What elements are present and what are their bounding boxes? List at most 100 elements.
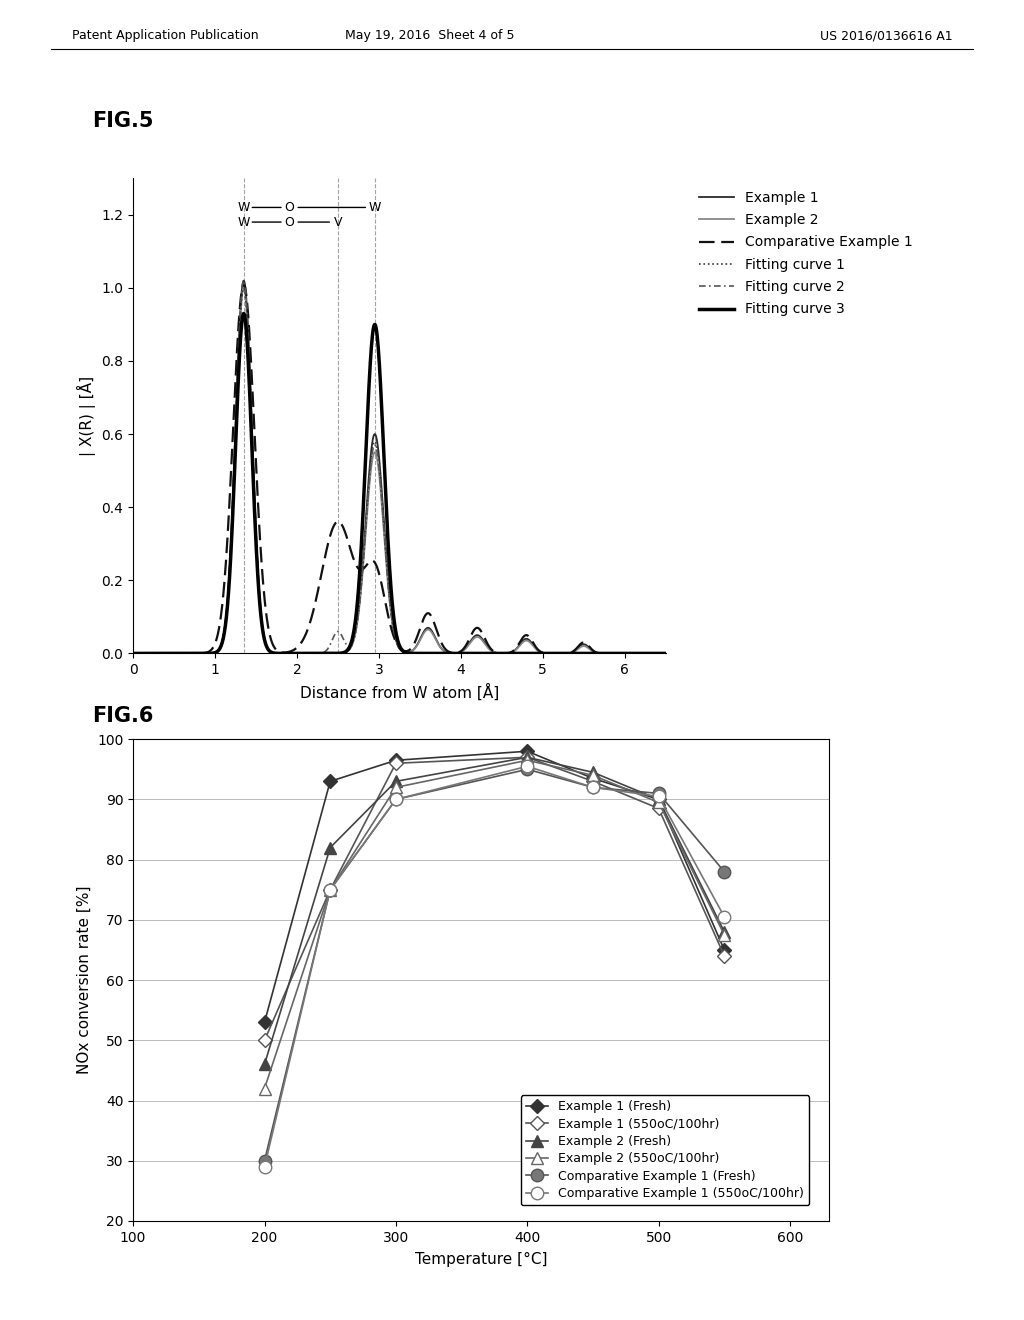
Fitting curve 2 [494,645,506,661]
Comparative Example 1 (550oC/100hr) [587,779,599,795]
Example 2 (Fresh) [390,774,402,789]
Text: FIG.6: FIG.6 [92,706,154,726]
Comparative Example 1 [181,645,194,661]
Line: Example 1: Example 1 [133,281,666,653]
Example 2 [552,645,564,661]
X-axis label: Temperature [°C]: Temperature [°C] [415,1251,548,1267]
Fitting curve 2 [659,645,672,661]
Example 1 (Fresh) [521,743,534,759]
Comparative Example 1 (550oC/100hr) [521,759,534,775]
Line: Example 1 (550oC/100hr): Example 1 (550oC/100hr) [260,752,729,1045]
Example 1 (Fresh) [652,792,665,808]
Line: Comparative Example 1 (550oC/100hr): Comparative Example 1 (550oC/100hr) [258,760,730,1173]
Fitting curve 3 [238,306,250,322]
Fitting curve 2 [343,639,355,655]
Example 1 [362,478,375,494]
Example 1 [343,642,355,657]
Text: V: V [334,215,342,228]
Comparative Example 1 [659,645,672,661]
Legend: Example 1, Example 2, Comparative Example 1, Fitting curve 1, Fitting curve 2, F: Example 1, Example 2, Comparative Exampl… [694,185,919,322]
Comparative Example 1 (550oC/100hr) [652,788,665,804]
Fitting curve 2 [362,486,375,502]
Line: Example 2 (550oC/100hr): Example 2 (550oC/100hr) [259,755,730,1094]
Example 2 [494,645,506,661]
Text: US 2016/0136616 A1: US 2016/0136616 A1 [819,29,952,42]
Example 2 [659,645,672,661]
Comparative Example 1 [494,645,506,661]
Comparative Example 1 (Fresh) [652,785,665,801]
Comparative Example 1 [238,276,250,292]
Comparative Example 1 [362,556,375,572]
Text: O: O [284,215,294,228]
Fitting curve 2 [552,645,564,661]
Comparative Example 1 [552,645,564,661]
Example 2 (Fresh) [587,764,599,780]
Line: Fitting curve 2: Fitting curve 2 [133,281,666,653]
Fitting curve 2 [127,645,139,661]
Fitting curve 3 [543,645,555,661]
Example 2 (550oC/100hr) [587,767,599,783]
Fitting curve 1 [552,645,564,661]
Fitting curve 1 [362,483,375,499]
Example 1 (Fresh) [258,1014,270,1030]
Fitting curve 3 [181,645,194,661]
Example 2 (550oC/100hr) [718,927,730,942]
Example 2 [343,642,355,657]
Example 1 [181,645,194,661]
Line: Example 2 (Fresh): Example 2 (Fresh) [259,751,730,1071]
Example 2 (550oC/100hr) [521,752,534,768]
Comparative Example 1 (Fresh) [324,882,336,898]
Example 2 [127,645,139,661]
Comparative Example 1 (Fresh) [718,863,730,879]
Example 1 [238,273,250,289]
Example 1 (Fresh) [390,752,402,768]
Example 1 [543,645,555,661]
Example 2 (Fresh) [521,750,534,766]
Example 2 (550oC/100hr) [324,882,336,898]
Example 2 [362,492,375,508]
Example 2 [238,280,250,296]
Line: Comparative Example 1: Comparative Example 1 [133,284,666,653]
Comparative Example 1 (550oC/100hr) [390,792,402,808]
Fitting curve 3 [343,640,355,656]
Text: May 19, 2016  Sheet 4 of 5: May 19, 2016 Sheet 4 of 5 [345,29,515,42]
Example 2 (Fresh) [718,924,730,940]
Comparative Example 1 [343,536,355,552]
Fitting curve 1 [494,645,506,661]
Text: W: W [238,215,250,228]
Example 1 [659,645,672,661]
Fitting curve 1 [343,642,355,657]
Fitting curve 1 [181,645,194,661]
Example 1 (550oC/100hr) [587,774,599,789]
Comparative Example 1 (Fresh) [390,792,402,808]
Comparative Example 1 (550oC/100hr) [718,909,730,925]
Comparative Example 1 [127,645,139,661]
Line: Fitting curve 1: Fitting curve 1 [133,288,666,653]
Fitting curve 1 [238,280,250,296]
Example 1 (550oC/100hr) [521,750,534,766]
Comparative Example 1 (550oC/100hr) [258,1159,270,1175]
Example 2 [181,645,194,661]
Comparative Example 1 (Fresh) [587,779,599,795]
Line: Example 2: Example 2 [133,288,666,653]
Fitting curve 1 [127,645,139,661]
Legend: Example 1 (Fresh), Example 1 (550oC/100hr), Example 2 (Fresh), Example 2 (550oC/: Example 1 (Fresh), Example 1 (550oC/100h… [521,1096,809,1205]
Comparative Example 1 (Fresh) [258,1152,270,1168]
Y-axis label: | X(R) | [Å]: | X(R) | [Å] [77,376,96,455]
Fitting curve 2 [238,273,250,289]
Fitting curve 1 [543,645,555,661]
Fitting curve 2 [181,645,194,661]
Example 2 (550oC/100hr) [390,779,402,795]
Fitting curve 1 [659,645,672,661]
Fitting curve 3 [362,393,375,409]
Example 1 [127,645,139,661]
Example 1 (Fresh) [587,771,599,787]
Example 2 (Fresh) [652,792,665,808]
Example 1 [552,645,564,661]
Text: W: W [238,201,250,214]
Line: Comparative Example 1 (Fresh): Comparative Example 1 (Fresh) [258,763,730,1167]
Example 2 [543,645,555,661]
Line: Fitting curve 3: Fitting curve 3 [133,314,666,653]
Fitting curve 3 [127,645,139,661]
Fitting curve 2 [543,645,555,661]
